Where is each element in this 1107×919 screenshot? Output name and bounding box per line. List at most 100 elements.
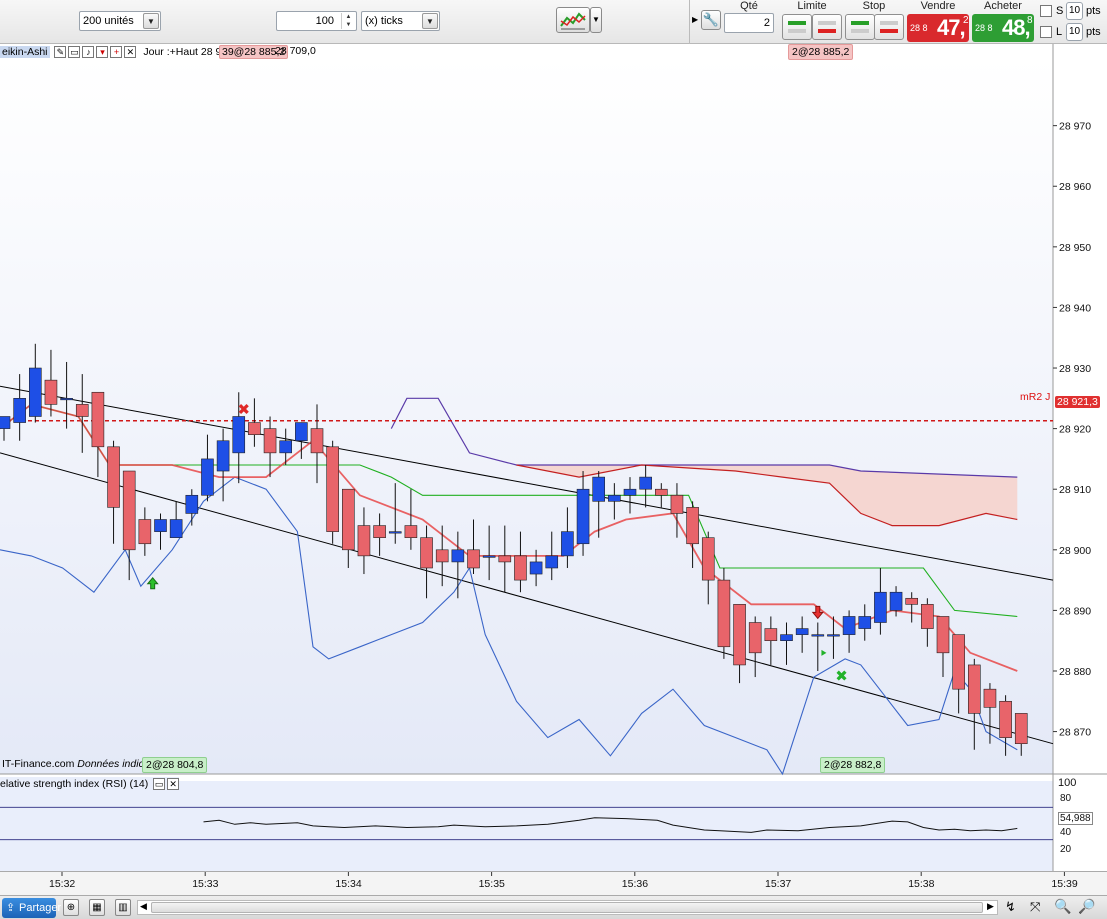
- y-tick-label: 28 940: [1059, 302, 1091, 314]
- share-button[interactable]: ⇪ Partager: [2, 898, 61, 918]
- limit-buy-button[interactable]: [782, 14, 812, 40]
- candle-body: [748, 622, 762, 654]
- qty-input[interactable]: 2: [724, 13, 774, 33]
- stop-loss-checkbox[interactable]: [1040, 5, 1052, 17]
- chart-type-icon[interactable]: ▥: [115, 899, 131, 916]
- ticks-unit-dropdown[interactable]: (x) ticks ▼: [361, 11, 440, 31]
- indicator-menu-button[interactable]: ▼: [590, 7, 602, 33]
- position-tag-left[interactable]: 2@28 804,8: [142, 757, 208, 773]
- scroll-right-icon[interactable]: ▶: [987, 901, 994, 911]
- rsi-tick-100: 100: [1058, 777, 1077, 789]
- rsi-value-tag: 54,988: [1058, 812, 1093, 825]
- limit-checkbox[interactable]: [1040, 26, 1052, 38]
- candle-body: [936, 616, 950, 654]
- zoom-out-icon[interactable]: 🔍: [1054, 898, 1072, 914]
- candle-body: [529, 561, 543, 575]
- magnet-icon[interactable]: ⊕: [63, 899, 79, 916]
- close-x-green-marker: ✖: [835, 667, 848, 685]
- ticks-unit-value: (x) ticks: [365, 15, 403, 27]
- candle-body: [623, 488, 637, 496]
- candle-body: [686, 507, 699, 545]
- s-points-input[interactable]: 10: [1066, 2, 1083, 20]
- qty-input-value: 2: [763, 17, 770, 29]
- candle-body: [858, 616, 872, 629]
- candle-body: [967, 664, 981, 714]
- chart-area[interactable]: ✖ ✖ 28 870 28 880 28 890 28 900 28 910 28 920 2…: [0, 44, 1107, 871]
- candle-body: [122, 470, 136, 551]
- info-tail-label: 28 709,0: [275, 45, 316, 57]
- x-tick-label: 15:32: [49, 878, 75, 890]
- candle-body: [107, 446, 120, 508]
- chikou-line: [0, 476, 1018, 776]
- window-icon[interactable]: ▭: [68, 46, 81, 59]
- flag-icon[interactable]: ▾: [96, 46, 109, 59]
- close-icon[interactable]: ✕: [124, 46, 137, 59]
- candle-body: [639, 476, 652, 490]
- x-tick-label: 15:39: [1051, 878, 1077, 890]
- ticks-stepper[interactable]: 100 ▲ ▼: [276, 11, 357, 31]
- y-tick-label: 28 890: [1059, 605, 1091, 617]
- wrench-icon[interactable]: ✎: [54, 46, 67, 59]
- calculator-icon[interactable]: ▦: [89, 899, 105, 916]
- stepper-arrows-icon[interactable]: ▲ ▼: [341, 13, 355, 29]
- settings-button[interactable]: 🔧: [701, 10, 721, 30]
- stop-sell-button[interactable]: [874, 14, 904, 40]
- rsi-tick-40: 40: [1060, 827, 1072, 838]
- position-tag-bottom[interactable]: 2@28 882,8: [820, 757, 886, 773]
- candle-body: [154, 519, 167, 532]
- y-tick-label: 28 970: [1059, 121, 1091, 133]
- candle-body: [592, 476, 606, 502]
- quantity-dropdown[interactable]: 200 unités ▼: [79, 11, 161, 31]
- candle-body: [373, 525, 386, 538]
- expand-arrow-icon[interactable]: ▶: [692, 15, 699, 24]
- window-icon[interactable]: ▭: [153, 778, 166, 791]
- plus-icon[interactable]: +: [110, 46, 123, 59]
- bell-icon[interactable]: ♪: [82, 46, 95, 59]
- candle-body: [811, 634, 825, 637]
- candle-body: [905, 597, 919, 605]
- qty-label: Qté: [740, 0, 758, 12]
- stop-buy-button[interactable]: [845, 14, 875, 40]
- buy-button[interactable]: 28 8 48, 8: [972, 14, 1034, 42]
- candle-body: [263, 428, 277, 454]
- close-x-red-marker: ✖: [237, 400, 250, 418]
- price-chart-svg: ✖ ✖ 28 870 28 880 28 890 28 900 28 910 28 920 2…: [0, 44, 1107, 871]
- zoom-mode-icon[interactable]: ⤧: [1030, 899, 1041, 914]
- candle-body: [28, 367, 42, 417]
- y-tick-label: 28 870: [1059, 727, 1091, 739]
- rsi-tick-20: 20: [1060, 844, 1072, 855]
- mr2-price-tag: 28 921,3: [1055, 396, 1100, 408]
- time-axis-svg: 15:32 15:33 15:34 15:35 15:36 15:37 15:38 15:39: [49, 872, 1078, 890]
- position-tag-top[interactable]: 2@28 885,2: [788, 44, 854, 60]
- candle-body: [780, 634, 793, 641]
- candle-body: [201, 458, 214, 496]
- instrument-label[interactable]: eikin-Ashi: [0, 46, 50, 58]
- buy-price-prefix: 28 8: [975, 23, 993, 33]
- ticks-stepper-value: 100: [315, 15, 334, 27]
- candle-body: [75, 404, 89, 417]
- indicator-chart-button[interactable]: [556, 7, 590, 33]
- buy-arrow-marker: [146, 577, 159, 590]
- candle-body: [310, 428, 324, 454]
- candle-body: [717, 579, 731, 648]
- l-points-input[interactable]: 10: [1066, 23, 1083, 41]
- candle-body: [467, 549, 480, 569]
- cursor-mode-icon[interactable]: ↯: [1005, 899, 1016, 914]
- l-points-value: 10: [1068, 26, 1081, 37]
- limit-sell-button[interactable]: [812, 14, 842, 40]
- time-axis: 15:32 15:33 15:34 15:35 15:36 15:37 15:38 15:39: [0, 871, 1107, 895]
- zoom-in-icon[interactable]: 🔎: [1078, 898, 1096, 914]
- candle-body: [216, 440, 230, 472]
- sell-button[interactable]: 28 8 47, 2: [907, 14, 969, 42]
- limit-label: Limite: [797, 0, 827, 12]
- close-icon[interactable]: ✕: [167, 778, 180, 791]
- candle-body: [295, 422, 308, 442]
- candle-body: [341, 488, 355, 551]
- senkou-b-line: [516, 464, 1018, 527]
- y-tick-label: 28 960: [1059, 181, 1091, 193]
- s-pts-label: pts: [1086, 5, 1101, 17]
- candle-body: [232, 416, 246, 454]
- scroll-left-icon[interactable]: ◀: [140, 901, 147, 911]
- candle-body: [733, 604, 746, 666]
- scrollbar-thumb[interactable]: [151, 902, 983, 913]
